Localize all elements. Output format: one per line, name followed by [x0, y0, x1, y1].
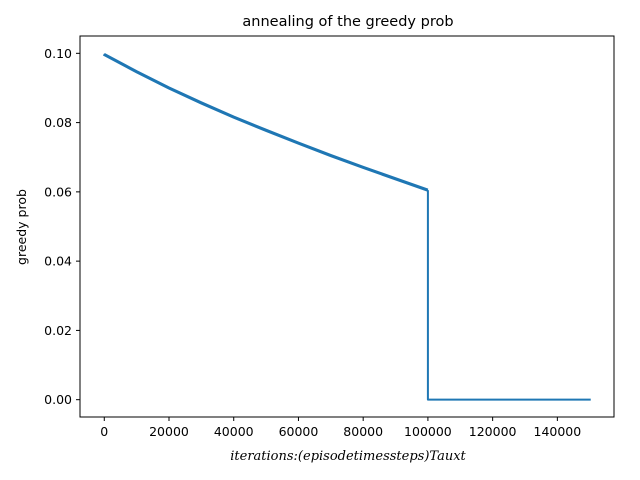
x-tick-label: 60000 [279, 424, 319, 439]
x-tick-label: 0 [100, 424, 108, 439]
y-tick-label: 0.06 [44, 184, 72, 199]
x-tick-label: 100000 [404, 424, 452, 439]
y-tick-label: 0.04 [44, 254, 72, 269]
y-axis-label: greedy prob [14, 189, 29, 265]
y-tick-label: 0.10 [44, 46, 72, 61]
axes-frame [79, 35, 615, 418]
x-tick-label: 120000 [469, 424, 517, 439]
y-tick-label: 0.00 [44, 392, 72, 407]
x-tick-label: 40000 [214, 424, 254, 439]
y-tick-label: 0.02 [44, 323, 72, 338]
x-tick-label: 20000 [149, 424, 189, 439]
y-tick-label: 0.08 [44, 115, 72, 130]
axes-layer: 0 20000 40000 60000 80000 100000 120000 140000 0… [44, 35, 615, 439]
plot-layer [102, 52, 591, 401]
series-line-0 [102, 53, 591, 401]
x-axis-label: iterations:(episodetimessteps)Tauxt [230, 449, 466, 464]
chart-title: annealing of the greedy prob [242, 14, 453, 30]
series-line-0-band [103, 52, 429, 191]
x-tick-label: 80000 [343, 424, 383, 439]
x-tick-label: 140000 [534, 424, 582, 439]
